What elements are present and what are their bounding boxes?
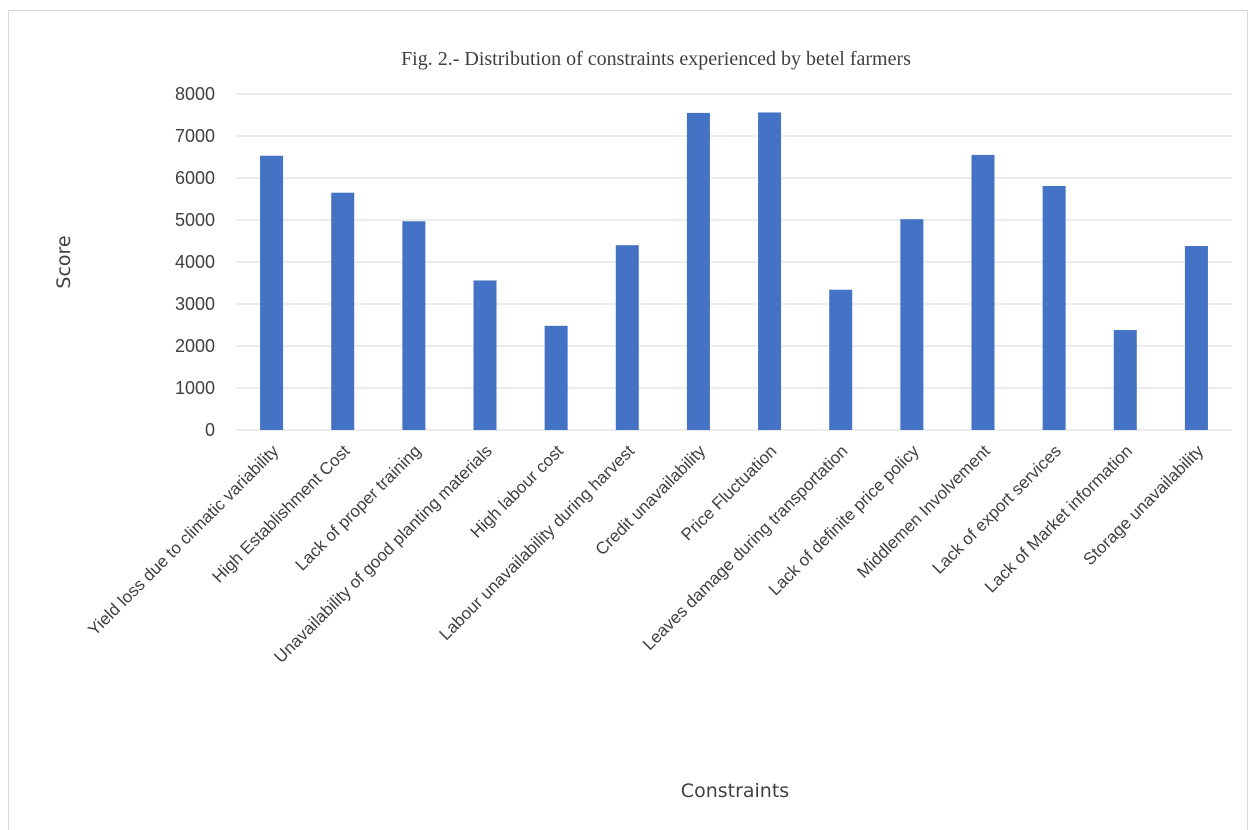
bars (260, 112, 1208, 431)
x-category-label: Middlemen Involvement (853, 441, 994, 582)
x-category-label: Lack of export services (929, 441, 1065, 577)
x-category-label: Storage unavailability (1080, 441, 1208, 569)
y-tick-label: 7000 (175, 126, 215, 146)
bar (829, 289, 853, 430)
x-axis-title: Constraints (681, 780, 789, 802)
x-category-label: Lack of definite price policy (765, 441, 923, 599)
bar (1184, 246, 1208, 430)
y-tick-label: 3000 (175, 294, 215, 314)
bar (1042, 185, 1066, 430)
bar (758, 112, 782, 430)
y-tick-label: 0 (205, 420, 215, 440)
bar (402, 221, 426, 430)
gridlines (236, 93, 1232, 431)
bar (686, 112, 710, 431)
bar (1113, 330, 1137, 430)
y-tick-label: 6000 (175, 168, 215, 188)
y-tick-label: 4000 (175, 252, 215, 272)
y-axis-title: Score (53, 235, 75, 288)
bar (544, 325, 568, 430)
bar (900, 219, 924, 430)
bar (473, 280, 497, 430)
y-axis-ticks: 0 1000 2000 3000 4000 5000 6000 7000 8000 (175, 84, 215, 440)
bar (615, 245, 639, 430)
x-axis-category-labels: Yield loss due to climatic variabilityHi… (84, 441, 1207, 667)
bar (331, 192, 355, 430)
x-category-label: Lack of proper training (292, 441, 425, 574)
chart-title: Fig. 2.- Distribution of constraints exp… (401, 48, 911, 70)
x-category-label: High Establishment Cost (208, 441, 353, 586)
y-tick-label: 8000 (175, 84, 215, 104)
bar (260, 155, 284, 431)
y-tick-label: 5000 (175, 210, 215, 230)
y-tick-label: 1000 (175, 378, 215, 398)
y-tick-label: 2000 (175, 336, 215, 356)
bar (971, 154, 995, 430)
x-category-label: Lack of Market information (981, 441, 1136, 596)
